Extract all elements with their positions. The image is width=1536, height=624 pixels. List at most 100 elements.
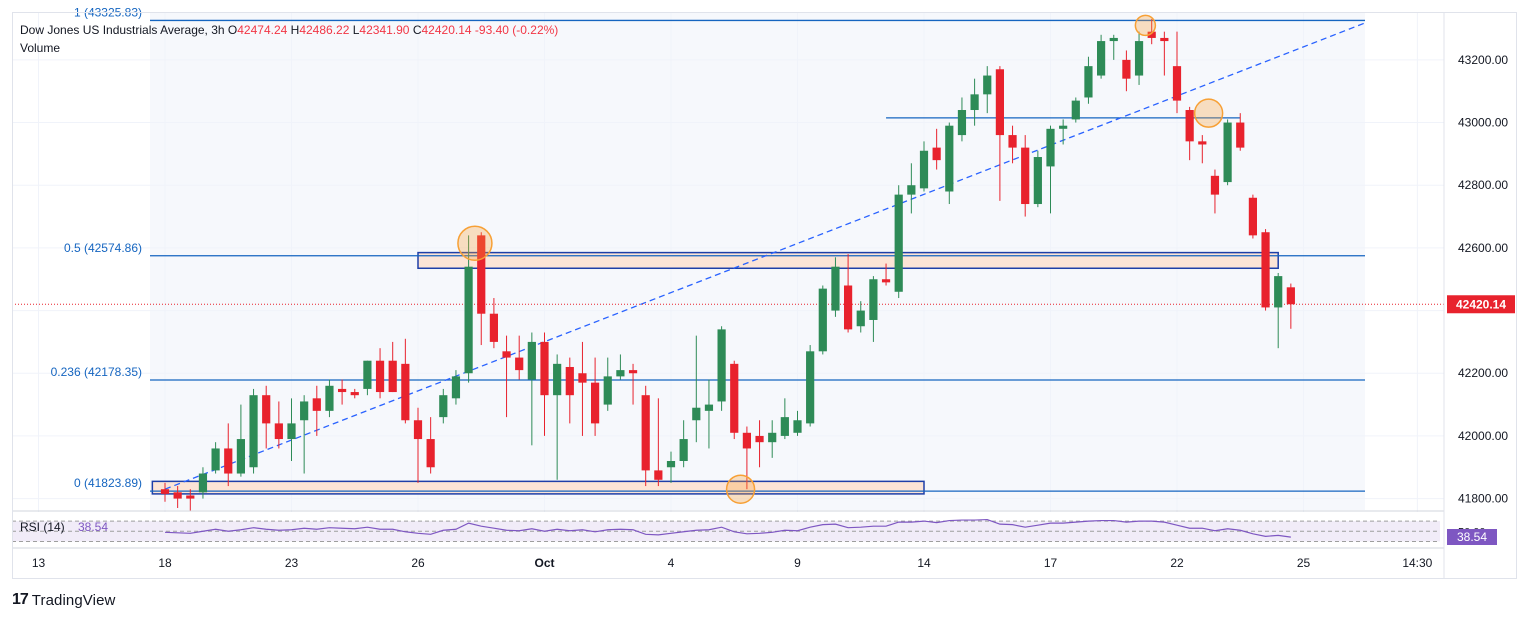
candle-body-76 xyxy=(1122,59,1131,79)
candle-body-81 xyxy=(1185,110,1194,142)
candle-body-85 xyxy=(1236,122,1245,148)
candle-body-1 xyxy=(173,492,182,499)
tradingview-logo[interactable]: 17 TradingView xyxy=(12,591,115,609)
candle-body-30 xyxy=(540,341,549,396)
chart-frame xyxy=(12,12,1517,579)
rsi-line xyxy=(164,518,1291,538)
candle-body-22 xyxy=(439,395,448,418)
candle-body-26 xyxy=(489,313,498,342)
candle-body-20 xyxy=(413,420,423,440)
high-value: 42486.22 xyxy=(299,23,350,37)
candle-body-71 xyxy=(1059,125,1068,129)
trend-line xyxy=(164,21,1367,490)
candle-body-14 xyxy=(338,388,347,393)
candle-body-3 xyxy=(198,473,208,493)
candle-body-74 xyxy=(1097,41,1106,76)
x-tick-label-4: Oct xyxy=(534,556,554,570)
x-tick-label-10: 25 xyxy=(1297,556,1311,570)
volume-label: Volume xyxy=(20,41,61,55)
x-tick-label-9: 22 xyxy=(1170,556,1184,570)
x-tick-label-3: 26 xyxy=(411,556,425,570)
y-tick-label-0: 41800.00 xyxy=(1458,492,1508,506)
candle-body-19 xyxy=(401,363,410,421)
candle-body-38 xyxy=(641,395,650,471)
y-tick-label-4: 42600.00 xyxy=(1458,241,1508,255)
candle-body-28 xyxy=(515,357,524,371)
candle-body-24 xyxy=(464,266,473,374)
rsi-value-label: 38.54 xyxy=(78,520,108,534)
candle-body-35 xyxy=(603,376,612,405)
y-tick-label-7: 43200.00 xyxy=(1458,53,1508,67)
highlight-circle-2 xyxy=(1134,14,1157,37)
candle-body-29 xyxy=(527,341,536,380)
candle-body-68 xyxy=(1021,147,1030,205)
candle-body-41 xyxy=(679,439,688,461)
candle-body-0 xyxy=(160,489,170,494)
candle-body-51 xyxy=(806,351,815,424)
last-price-tag-text: 42420.14 xyxy=(1456,297,1506,311)
candle-body-15 xyxy=(350,392,359,396)
candle-body-73 xyxy=(1084,66,1093,98)
candle-body-53 xyxy=(831,266,840,311)
candle-body-67 xyxy=(1008,135,1017,148)
candle-body-65 xyxy=(983,75,992,95)
candle-body-45 xyxy=(730,363,739,433)
candle-body-87 xyxy=(1261,232,1270,308)
candle-body-8 xyxy=(262,395,271,424)
x-tick-label-2: 23 xyxy=(285,556,299,570)
candle-body-4 xyxy=(211,448,220,471)
support-zone-1 xyxy=(151,480,925,495)
rsi-label: RSI (14) xyxy=(20,520,65,534)
x-tick-label-6: 9 xyxy=(794,556,801,570)
highlight-circle-0 xyxy=(457,225,493,261)
candle-body-5 xyxy=(224,448,233,474)
candle-body-17 xyxy=(375,360,385,393)
x-tick-label-1: 18 xyxy=(158,556,172,570)
candle-body-23 xyxy=(451,376,461,399)
candle-body-59 xyxy=(907,185,916,195)
fib-level-label-3: 0 (41823.89) xyxy=(74,476,142,490)
candle-body-16 xyxy=(363,360,372,389)
rsi-value-tag-text: 38.54 xyxy=(1457,530,1487,544)
open-key: O xyxy=(227,23,238,37)
candle-body-13 xyxy=(325,385,334,411)
y-tick-label-6: 43000.00 xyxy=(1458,116,1508,130)
x-tick-label-8: 17 xyxy=(1044,556,1058,570)
candle-body-37 xyxy=(628,370,638,374)
candle-body-50 xyxy=(793,420,802,433)
candle-body-11 xyxy=(300,401,309,421)
fib-level-label-2: 0.236 (42178.35) xyxy=(51,365,142,379)
last-price-tag xyxy=(1447,295,1515,314)
candle-body-78 xyxy=(1147,31,1156,38)
candle-body-54 xyxy=(844,285,853,330)
candle-body-33 xyxy=(578,373,587,383)
candle-body-58 xyxy=(894,194,903,292)
candle-body-69 xyxy=(1033,157,1042,205)
x-tick-label-0: 13 xyxy=(32,556,46,570)
low-value: 42341.90 xyxy=(359,23,410,37)
candle-body-34 xyxy=(591,382,600,424)
candle-body-75 xyxy=(1109,37,1118,42)
candle-body-72 xyxy=(1071,100,1080,120)
candle-body-21 xyxy=(426,439,435,468)
candle-body-83 xyxy=(1210,175,1220,195)
highlight-circle-1 xyxy=(725,474,756,504)
candle-body-82 xyxy=(1198,141,1207,145)
high-key: H xyxy=(290,23,300,37)
fib-level-label-1: 0.5 (42574.86) xyxy=(64,241,142,255)
candle-body-40 xyxy=(666,460,676,468)
candle-body-80 xyxy=(1172,66,1182,101)
candle-body-31 xyxy=(553,363,562,396)
x-tick-label-11: 14:30 xyxy=(1402,556,1432,570)
candle-body-9 xyxy=(274,423,283,440)
candle-body-39 xyxy=(654,470,663,480)
candle-body-84 xyxy=(1223,122,1232,183)
tradingview-logo-text: TradingView xyxy=(31,591,116,609)
change-value: -93.40 (-0.22%) xyxy=(474,23,559,37)
candle-body-46 xyxy=(742,432,751,449)
candle-body-57 xyxy=(881,279,891,283)
rsi-value-tag xyxy=(1447,529,1497,545)
candle-body-32 xyxy=(565,366,574,396)
open-value: 42474.24 xyxy=(237,23,288,37)
